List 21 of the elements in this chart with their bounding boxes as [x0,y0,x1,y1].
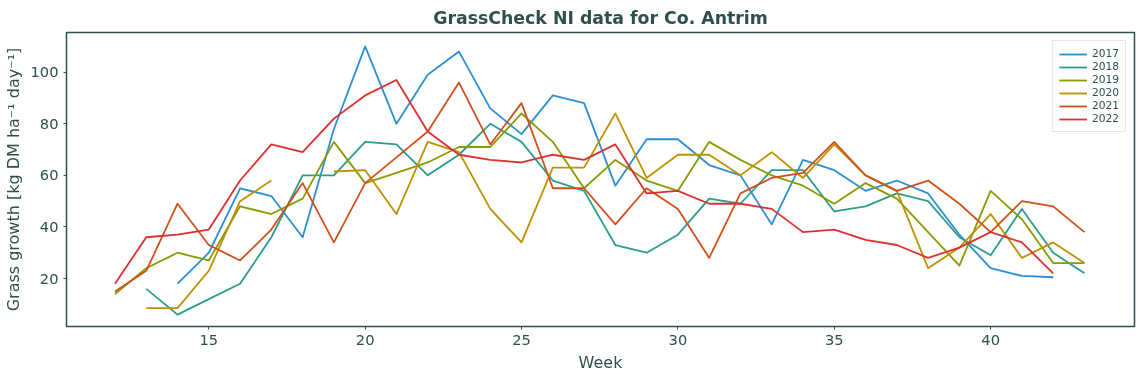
x-tick-label: 35 [824,330,844,348]
y-tick-label: 80 [39,114,59,132]
x-tick-label: 40 [981,330,1000,348]
legend-label: 2017 [1091,47,1119,60]
x-tick-label: 30 [668,330,688,348]
x-tick-label: 25 [512,330,531,348]
line-series [176,45,1055,285]
x-axis-title: Week [578,352,624,372]
chart-title: GrassCheck NI data for Co. Antrim [433,7,768,28]
y-tick-label: 40 [39,217,59,235]
legend-label: 2019 [1091,73,1119,86]
legend-label: 2020 [1091,86,1119,99]
y-axis-title: Grass growth [kg DM ha⁻¹ day⁻¹] [3,47,23,312]
x-tick-label: 20 [355,330,375,348]
legend-label: 2021 [1091,99,1119,112]
legend-label: 2018 [1091,60,1119,73]
x-tick-label: 15 [199,330,219,348]
legend-label: 2022 [1091,112,1119,125]
y-tick-label: 100 [30,63,59,81]
y-tick-label: 20 [39,269,59,287]
y-tick-label: 60 [39,166,59,184]
